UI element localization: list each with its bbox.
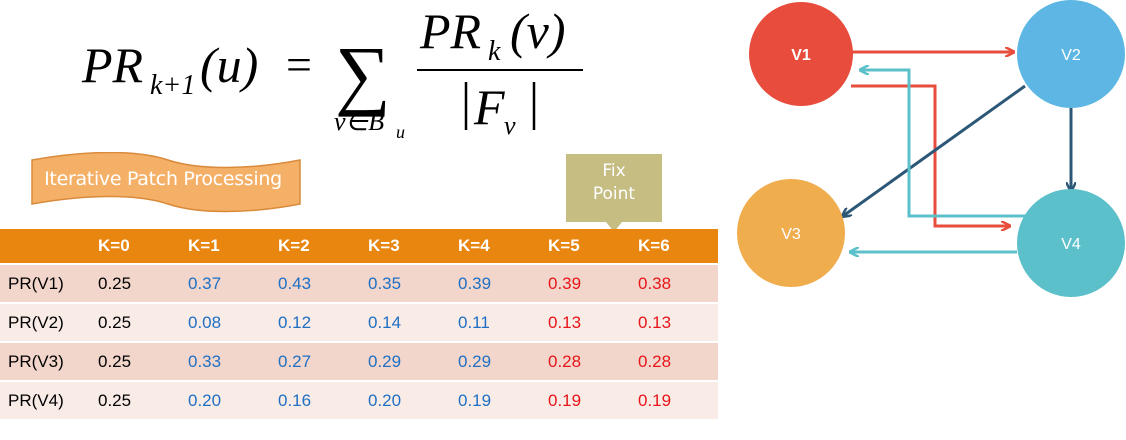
formula-sum-sub: v∈B	[334, 107, 384, 136]
table-cell: 0.28	[628, 341, 718, 381]
table-cell: 0.25	[88, 341, 178, 381]
edge-v4-v1	[861, 70, 1025, 218]
table-cell: 0.39	[448, 263, 538, 303]
table-cell: 0.20	[178, 380, 268, 419]
fix-point-label: Fix Point	[566, 160, 662, 206]
table-cell: 0.25	[88, 380, 178, 419]
pagerank-graph: V1 V2 V3 V4	[737, 0, 1125, 297]
table-cell: 0.35	[358, 263, 448, 303]
table-cell: 0.39	[538, 263, 628, 303]
row-label: PR(V2)	[0, 302, 88, 342]
table-cell: 0.12	[268, 302, 358, 342]
formula-den-sub: v	[504, 111, 516, 140]
edge-v1-v4	[851, 84, 1009, 226]
formula-sum-symbol: ∑	[335, 30, 391, 117]
banner-label: Iterative Patch Processing	[44, 168, 282, 190]
table-cell: 0.38	[628, 263, 718, 303]
row-label: PR(V3)	[0, 341, 88, 381]
formula-lhs-base: PR	[81, 37, 143, 93]
table-cell: 0.13	[538, 302, 628, 342]
pagerank-formula: PR k+1 (u) = ∑ v∈B u PR k (v) F v	[81, 3, 583, 142]
table-row: PR(V3) 0.25 0.33 0.27 0.29 0.29 0.28 0.2…	[0, 341, 718, 381]
node-v1-label: V1	[791, 47, 811, 64]
table-row: PR(V4) 0.25 0.20 0.16 0.20 0.19 0.19 0.1…	[0, 380, 718, 419]
column-header: K=4	[448, 229, 538, 264]
formula-lhs-sub: k+1	[150, 70, 195, 101]
node-v2	[1017, 0, 1125, 108]
column-header: K=0	[88, 229, 178, 264]
table-row: PR(V2) 0.25 0.08 0.12 0.14 0.11 0.13 0.1…	[0, 302, 718, 342]
node-v2-label: V2	[1061, 47, 1081, 64]
formula-sum-sub-sub: u	[396, 122, 405, 142]
table-cell: 0.20	[358, 380, 448, 419]
column-header: K=1	[178, 229, 268, 264]
table-cell: 0.13	[628, 302, 718, 342]
column-header	[0, 229, 88, 264]
column-header: K=5	[538, 229, 628, 264]
edge-v2-v3	[843, 84, 1026, 216]
table-cell: 0.19	[538, 380, 628, 419]
node-v4	[1017, 189, 1125, 297]
table-cell: 0.33	[178, 341, 268, 381]
row-label: PR(V1)	[0, 263, 88, 303]
node-v3-label: V3	[781, 226, 801, 243]
table-cell: 0.19	[628, 380, 718, 419]
column-header: K=3	[358, 229, 448, 264]
table-cell: 0.14	[358, 302, 448, 342]
table-cell: 0.27	[268, 341, 358, 381]
fix-point-line2: Point	[592, 184, 636, 204]
formula-lhs-arg: (u)	[200, 37, 258, 93]
column-header: K=6	[628, 229, 718, 264]
table-cell: 0.37	[178, 263, 268, 303]
fix-point-line1: Fix	[602, 161, 626, 181]
table-cell: 0.28	[538, 341, 628, 381]
formula-num-arg: (v)	[510, 3, 566, 59]
formula-equals: =	[286, 39, 312, 90]
column-header: K=2	[268, 229, 358, 264]
table-cell: 0.29	[358, 341, 448, 381]
pagerank-table: K=0 K=1 K=2 K=3 K=4 K=5 K=6 PR(V1) 0.25 …	[0, 229, 718, 419]
iterative-banner: Iterative Patch Processing	[28, 151, 308, 218]
table-cell: 0.43	[268, 263, 358, 303]
banner-shape	[31, 151, 301, 213]
table-row: PR(V1) 0.25 0.37 0.43 0.35 0.39 0.39 0.3…	[0, 263, 718, 303]
table-cell: 0.25	[88, 263, 178, 303]
node-v1	[749, 2, 853, 106]
formula-num-base: PR	[419, 3, 481, 59]
formula-den-base: F	[473, 79, 505, 135]
table-cell: 0.11	[448, 302, 538, 342]
table-cell: 0.19	[448, 380, 538, 419]
row-label: PR(V4)	[0, 380, 88, 419]
table-header-row: K=0 K=1 K=2 K=3 K=4 K=5 K=6	[0, 229, 718, 264]
node-v3	[737, 179, 845, 287]
table-cell: 0.25	[88, 302, 178, 342]
table-cell: 0.16	[268, 380, 358, 419]
table-cell: 0.08	[178, 302, 268, 342]
node-v4-label: V4	[1061, 236, 1081, 253]
fix-point-callout	[566, 154, 662, 232]
table-cell: 0.29	[448, 341, 538, 381]
formula-num-sub: k	[488, 36, 501, 67]
